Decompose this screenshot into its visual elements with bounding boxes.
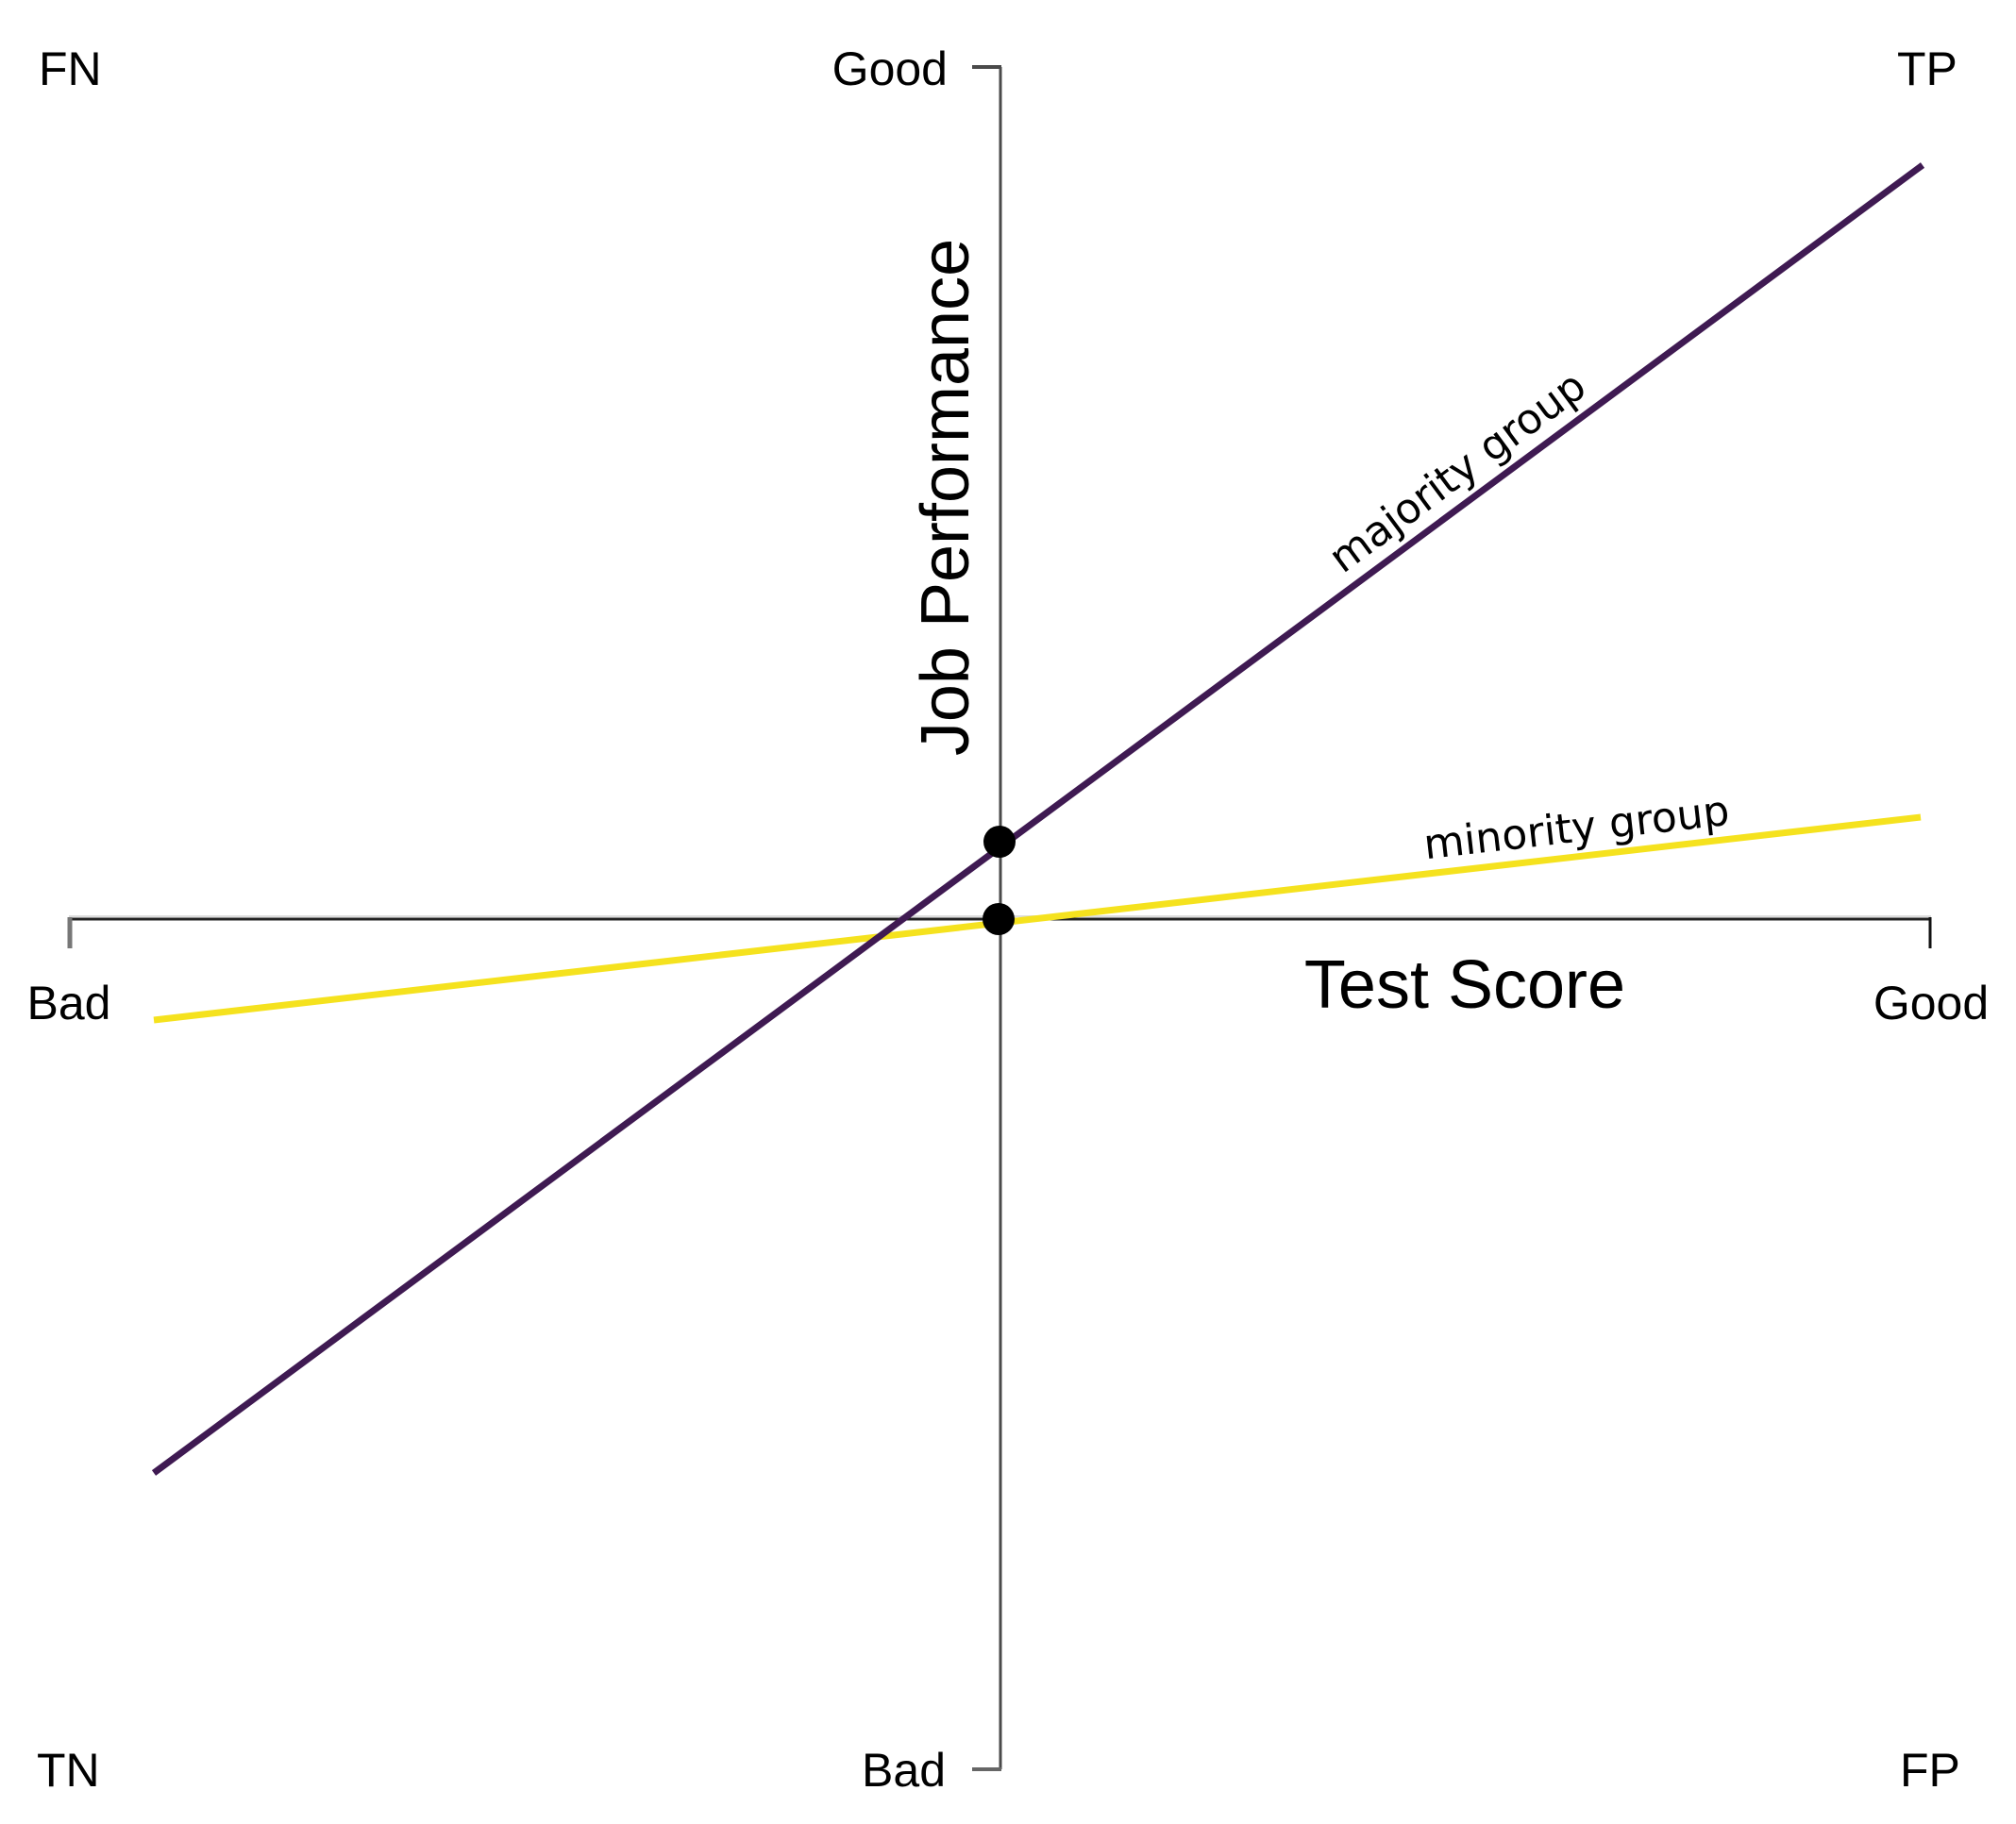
minority-intercept-point xyxy=(983,903,1015,935)
majority-group-label: majority group xyxy=(1320,361,1595,582)
x-axis-good-label: Good xyxy=(1873,977,1989,1029)
x-axis-title: Test Score xyxy=(1304,947,1625,1023)
quadrant-label-tn: TN xyxy=(37,1744,100,1797)
majority-group-line xyxy=(151,162,1925,1476)
y-axis-bad-label: Bad xyxy=(862,1744,946,1797)
quadrant-label-fp: FP xyxy=(1900,1744,1960,1797)
y-axis-title: Job Performance xyxy=(908,239,983,756)
minority-group-line xyxy=(153,813,1922,1024)
majority-intercept-point xyxy=(983,826,1016,858)
quadrant-label-tp: TP xyxy=(1897,42,1957,95)
y-axis-good-label: Good xyxy=(832,42,948,95)
x-axis-bad-label: Bad xyxy=(27,977,111,1029)
quadrant-label-fn: FN xyxy=(39,42,102,95)
